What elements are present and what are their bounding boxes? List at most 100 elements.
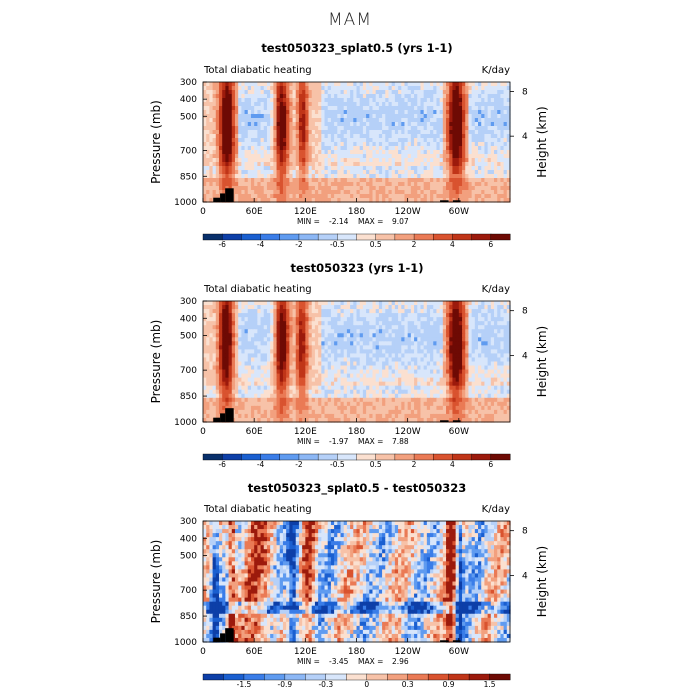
field-cell bbox=[359, 106, 364, 111]
field-cell bbox=[430, 134, 434, 139]
field-cell bbox=[215, 381, 220, 387]
field-cell bbox=[449, 126, 454, 131]
field-cell bbox=[203, 90, 207, 95]
field-cell bbox=[442, 321, 447, 326]
field-cell bbox=[394, 182, 399, 187]
field-cell bbox=[503, 329, 508, 334]
field-cell bbox=[346, 86, 351, 91]
field-cell bbox=[260, 361, 265, 367]
field-cell bbox=[497, 345, 502, 350]
field-cell bbox=[263, 82, 268, 87]
field-cell bbox=[350, 305, 354, 310]
field-cell bbox=[324, 381, 329, 387]
field-cell bbox=[206, 369, 210, 375]
field-cell bbox=[433, 122, 438, 127]
field-cell bbox=[388, 313, 393, 318]
field-cell bbox=[241, 178, 246, 183]
field-cell bbox=[471, 186, 476, 191]
field-cell bbox=[506, 94, 511, 99]
field-cell bbox=[446, 134, 450, 139]
field-cell bbox=[324, 86, 329, 91]
field-cell bbox=[324, 333, 329, 338]
field-cell bbox=[282, 170, 287, 175]
field-cell bbox=[330, 138, 335, 143]
field-cell bbox=[452, 182, 457, 187]
field-cell bbox=[401, 90, 406, 95]
field-cell bbox=[238, 86, 242, 91]
field-cell bbox=[234, 142, 239, 147]
field-cell bbox=[318, 150, 322, 155]
field-cell bbox=[369, 325, 374, 330]
field-cell bbox=[298, 194, 303, 199]
field-cell bbox=[436, 301, 441, 306]
field-cell bbox=[471, 154, 476, 159]
field-cell bbox=[311, 369, 316, 375]
mask-block bbox=[213, 197, 221, 202]
field-cell bbox=[314, 82, 319, 87]
field-cell bbox=[311, 190, 316, 195]
min-value: -2.14 bbox=[329, 217, 349, 226]
field-cell bbox=[458, 357, 463, 363]
field-cell bbox=[250, 353, 255, 359]
field-cell bbox=[327, 166, 332, 171]
field-cell bbox=[362, 333, 367, 338]
field-cell bbox=[340, 154, 345, 159]
field-cell bbox=[279, 309, 284, 314]
field-cell bbox=[471, 86, 476, 91]
field-cell bbox=[270, 86, 274, 91]
field-cell bbox=[436, 373, 441, 379]
field-cell bbox=[506, 361, 511, 367]
field-cell bbox=[334, 134, 338, 139]
field-cell bbox=[362, 357, 367, 363]
field-cell bbox=[295, 94, 300, 99]
field-cell bbox=[500, 162, 505, 167]
field-cell bbox=[327, 373, 332, 379]
field-cell bbox=[407, 98, 412, 103]
field-cell bbox=[321, 301, 326, 306]
field-cell bbox=[305, 341, 310, 346]
field-cell bbox=[446, 333, 450, 338]
field-cell bbox=[401, 333, 406, 338]
field-cell bbox=[442, 325, 447, 330]
field-cell bbox=[276, 166, 281, 171]
field-cell bbox=[311, 353, 316, 359]
field-cell bbox=[385, 198, 390, 203]
field-cell bbox=[302, 182, 306, 187]
field-cell bbox=[449, 166, 454, 171]
field-cell bbox=[218, 313, 223, 318]
field-cell bbox=[494, 305, 498, 310]
field-cell bbox=[343, 365, 348, 371]
field-cell bbox=[484, 146, 489, 151]
field-cell bbox=[378, 178, 383, 183]
field-cell bbox=[423, 162, 428, 167]
field-cell bbox=[305, 178, 310, 183]
field-cell bbox=[250, 381, 255, 387]
field-cell bbox=[388, 373, 393, 379]
field-cell bbox=[404, 158, 409, 163]
field-cell bbox=[503, 126, 508, 131]
field-cell bbox=[292, 369, 297, 375]
field-cell bbox=[314, 126, 319, 131]
field-cell bbox=[468, 321, 473, 326]
field-cell bbox=[490, 345, 495, 350]
field-cell bbox=[423, 377, 428, 383]
field-cell bbox=[468, 305, 473, 310]
field-cell bbox=[468, 102, 473, 107]
field-cell bbox=[465, 182, 470, 187]
field-cell bbox=[222, 369, 226, 375]
field-cell bbox=[308, 345, 313, 350]
field-cell bbox=[302, 94, 306, 99]
field-cell bbox=[324, 345, 329, 350]
field-cell bbox=[305, 301, 310, 306]
field-cell bbox=[433, 114, 438, 119]
field-cell bbox=[212, 309, 217, 314]
field-cell bbox=[212, 385, 217, 391]
field-cell bbox=[503, 162, 508, 167]
field-cell bbox=[212, 102, 217, 107]
field-cell bbox=[250, 345, 255, 350]
field-cell bbox=[417, 313, 422, 318]
field-cell bbox=[362, 198, 367, 203]
field-cell bbox=[385, 317, 390, 322]
field-cell bbox=[337, 194, 342, 199]
field-cell bbox=[487, 186, 492, 191]
